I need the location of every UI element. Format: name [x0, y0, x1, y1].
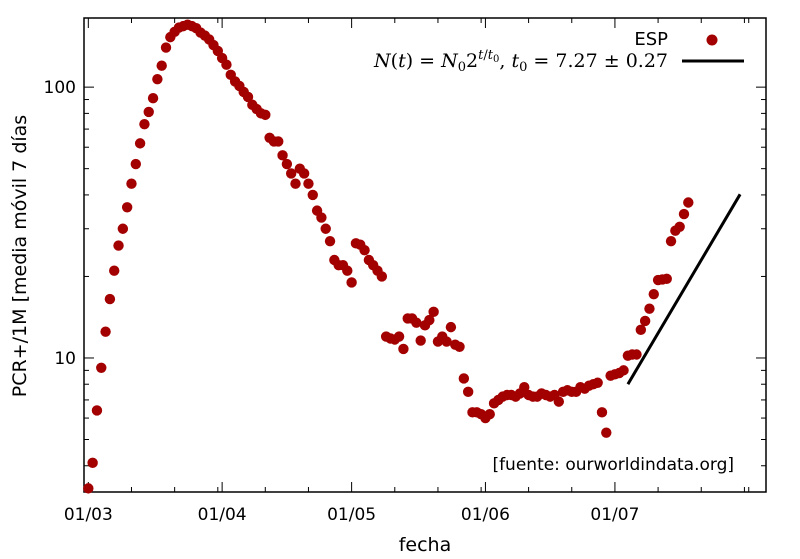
data-point: [678, 208, 690, 220]
data-point: [100, 326, 111, 337]
data-point: [126, 178, 137, 189]
data-point: [661, 273, 672, 285]
data-point: [346, 277, 357, 288]
data-point: [307, 189, 318, 201]
y-tick-label: 100: [44, 78, 76, 98]
data-point: [359, 244, 370, 256]
data-point: [109, 265, 120, 276]
y-tick-label: 10: [54, 349, 76, 369]
data-point: [553, 396, 565, 407]
x-tick-label: 01/07: [590, 505, 639, 525]
data-point: [458, 373, 470, 384]
data-point: [83, 483, 94, 494]
data-point: [454, 341, 465, 352]
x-tick-label: 01/06: [461, 505, 510, 525]
data-point: [242, 91, 254, 103]
data-point: [441, 336, 452, 347]
data-point: [121, 202, 133, 213]
plot-frame: [83, 17, 767, 493]
data-point: [96, 362, 107, 373]
x-tick-label: 01/03: [64, 505, 113, 525]
data-point: [130, 158, 141, 170]
data-point: [113, 240, 124, 251]
x-tick-label: 01/04: [198, 505, 247, 525]
data-point: [152, 73, 163, 85]
data-point: [376, 271, 388, 282]
data-point: [665, 235, 677, 247]
data-point: [277, 150, 288, 161]
data-point: [639, 315, 651, 327]
data-point: [290, 178, 301, 189]
axis-ticks: [84, 18, 766, 492]
legend-marker-esp: [706, 34, 718, 46]
data-point: [285, 168, 297, 179]
data-point: [648, 288, 659, 300]
data-point: [147, 93, 159, 104]
data-point: [601, 427, 612, 438]
data-point: [87, 457, 98, 469]
data-point: [221, 59, 232, 70]
data-point: [303, 178, 314, 189]
legend: ESP N(t) = N02t/t0, t0 = 7.27 ± 0.27: [373, 29, 744, 75]
data-point: [596, 407, 608, 418]
data-point: [156, 60, 167, 71]
data-point: [683, 197, 694, 208]
data-point: [139, 118, 150, 130]
data-point: [445, 321, 457, 333]
x-tick-label: 01/05: [327, 505, 376, 525]
data-point: [462, 386, 474, 398]
data-point: [298, 168, 310, 179]
data-point: [635, 324, 647, 336]
data-point: [260, 109, 271, 121]
y-axis-label: PCR+/1M [media móvil 7 días: [9, 115, 31, 397]
data-point: [424, 314, 435, 326]
data-point: [134, 138, 146, 149]
data-point: [415, 335, 426, 346]
data-point: [592, 377, 603, 388]
data-point: [484, 409, 495, 420]
data-point: [411, 317, 422, 328]
data-point: [398, 343, 409, 355]
data-point: [281, 158, 293, 170]
data-point: [644, 303, 655, 314]
data-point: [393, 331, 405, 342]
data-point: [324, 235, 336, 247]
data-point: [428, 306, 439, 318]
data-point: [91, 405, 103, 416]
data-point: [316, 212, 327, 223]
fit-line: [626, 193, 742, 385]
data-point: [631, 349, 642, 360]
data-point: [674, 221, 685, 233]
tick-labels: 10 100 01/03 01/04 01/05 01/06 01/07: [44, 78, 640, 525]
data-point: [104, 293, 116, 305]
fit-layer: [626, 193, 742, 385]
legend-label-esp: ESP: [634, 29, 668, 50]
legend-label-fit: N(t) = N02t/t0, t0 = 7.27 ± 0.27: [373, 48, 668, 75]
data-point: [143, 106, 154, 118]
data-point: [519, 382, 530, 393]
data-point: [160, 42, 172, 53]
data-point: [342, 265, 353, 276]
data-point: [618, 365, 629, 376]
points-layer: [83, 19, 694, 494]
x-axis-label: fecha: [399, 534, 452, 556]
source-annotation: [fuente: ourworldindata.org]: [492, 455, 734, 475]
data-point: [320, 223, 331, 234]
data-point: [273, 136, 284, 147]
data-point: [117, 223, 129, 234]
